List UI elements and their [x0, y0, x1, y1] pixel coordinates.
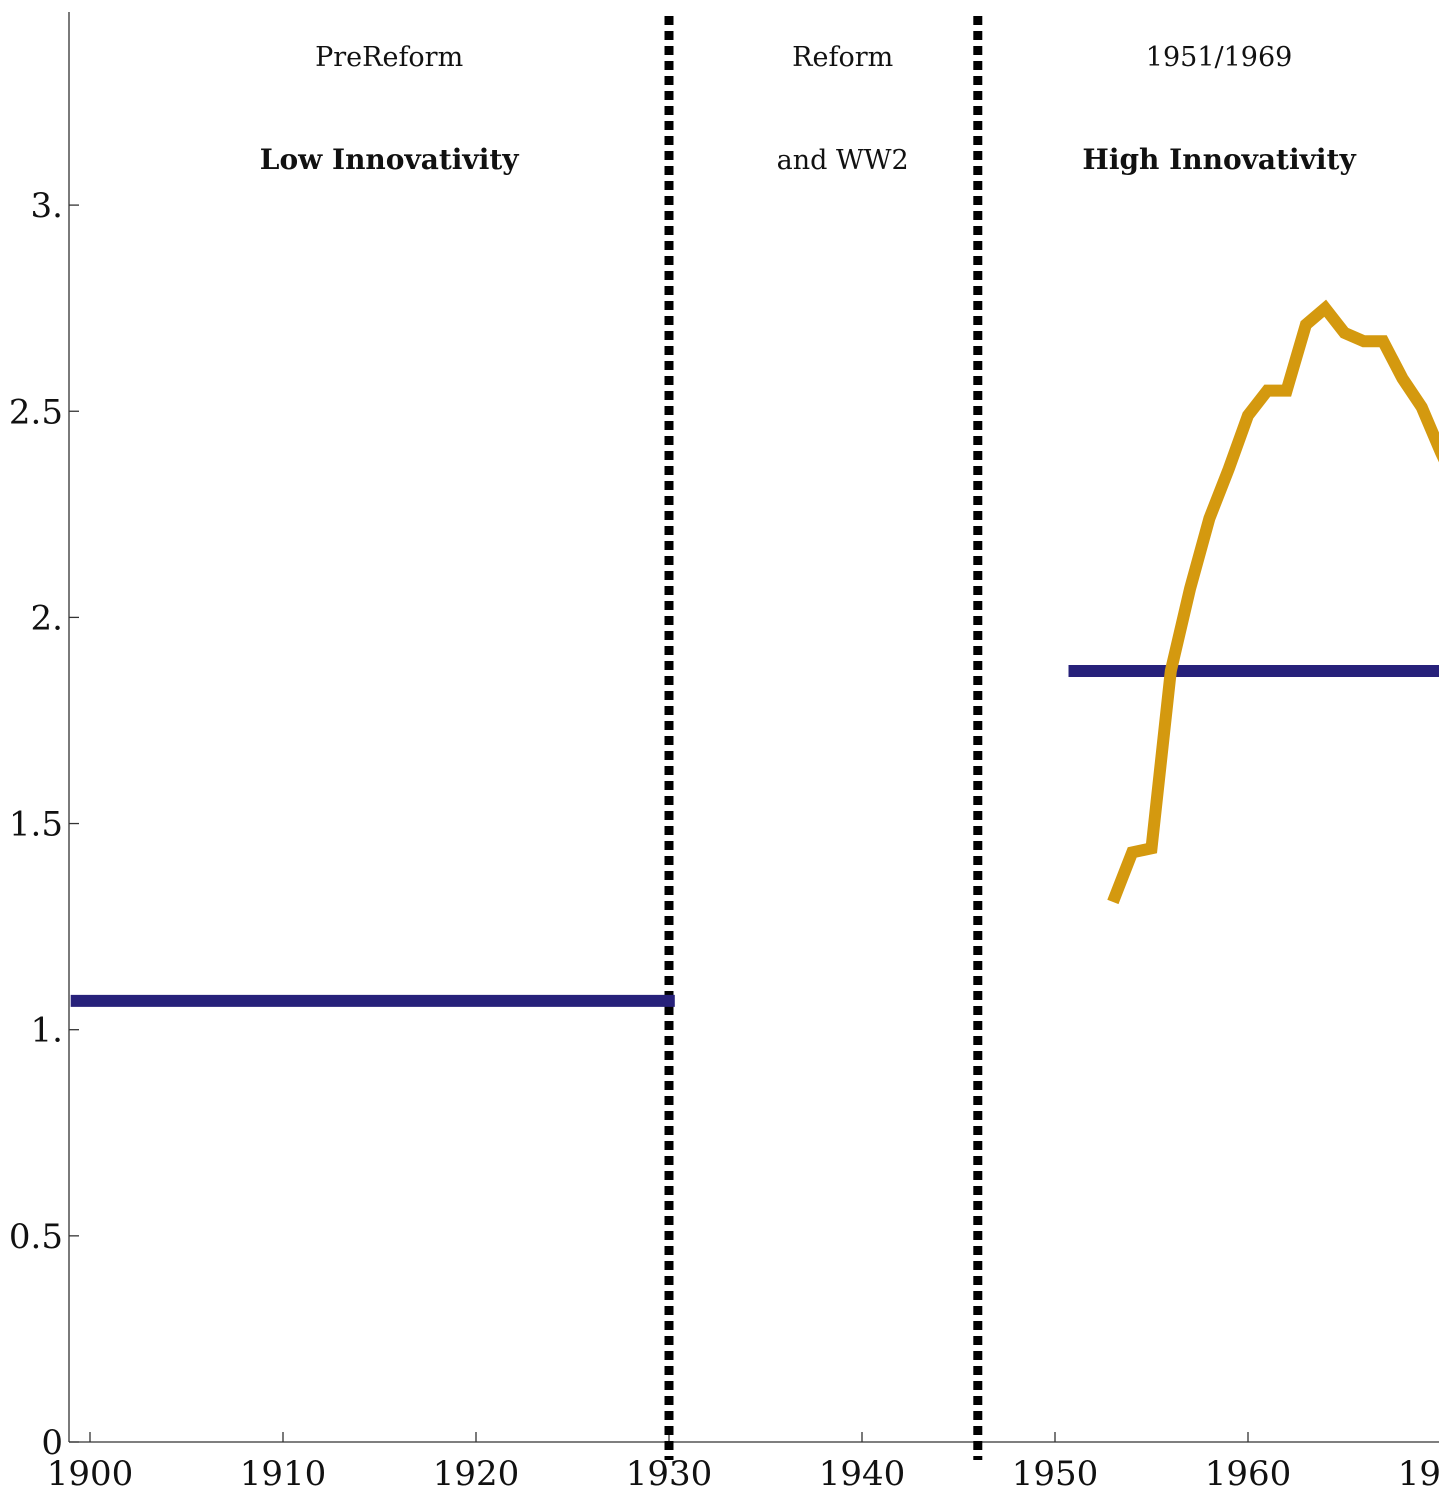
x-tick-label: 1960 — [1205, 1454, 1292, 1494]
axes: 1900 1910 1920 1930 1940 1950 1960 1970 0 0.5 1. 1.… — [9, 12, 1439, 1494]
x-tick-label: 1940 — [819, 1454, 906, 1494]
period-label-line1: PreReform — [315, 42, 463, 73]
period-label-line1: Reform — [792, 42, 893, 73]
y-tick-label: 0 — [41, 1423, 63, 1463]
period-label-line2: Low Innovativity — [260, 143, 520, 176]
y-tick-label: 0.5 — [9, 1217, 63, 1257]
y-tick-label: 2.5 — [9, 392, 63, 432]
period-dividers — [664, 16, 983, 1460]
x-tick-label: 1910 — [240, 1454, 327, 1494]
period-label-line2: and WW2 — [777, 145, 909, 176]
period-label-line1: 1951/1969 — [1146, 42, 1293, 73]
y-tick-label: 3. — [31, 186, 63, 226]
y-tick-label: 1.5 — [9, 805, 63, 845]
series-line — [1107, 299, 1439, 905]
mean-lines — [70, 664, 1439, 1007]
x-tick-label: 1900 — [47, 1454, 134, 1494]
y-tick-label: 2. — [31, 598, 63, 638]
data-series — [1107, 299, 1439, 905]
period-label-line2: High Innovativity — [1082, 143, 1356, 176]
x-tick-label: 1950 — [1012, 1454, 1099, 1494]
x-tick-label: 1930 — [626, 1454, 713, 1494]
y-tick-label: 1. — [31, 1011, 63, 1051]
period-labels: PreReform Low Innovativity Reform and WW2 19… — [260, 42, 1357, 176]
x-tick-label: 1920 — [433, 1454, 520, 1494]
x-tick-label: 1970 — [1398, 1454, 1439, 1494]
